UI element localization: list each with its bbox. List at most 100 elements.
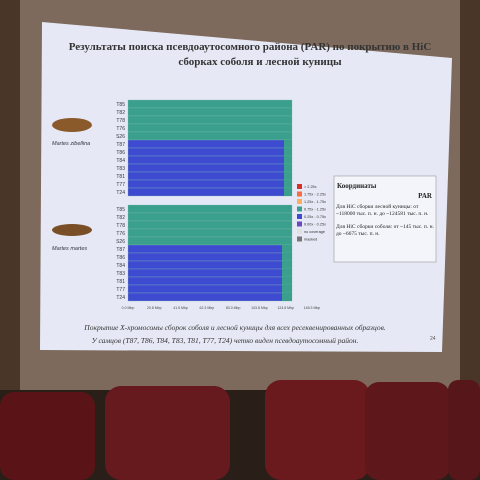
row-label: T82 bbox=[116, 215, 125, 221]
legend-label: masked bbox=[304, 238, 317, 242]
x-label: 145.3 Mbp bbox=[304, 306, 321, 310]
heat-row bbox=[127, 131, 293, 141]
legend-swatch bbox=[297, 229, 302, 234]
coords-box bbox=[333, 175, 437, 263]
x-label: 103.8 Mbp bbox=[251, 306, 268, 310]
par-region bbox=[284, 188, 292, 196]
heat-row bbox=[127, 179, 293, 189]
par-region bbox=[282, 277, 292, 285]
row-label: T76 bbox=[116, 126, 125, 132]
par-region bbox=[284, 172, 292, 180]
box-header: PAR bbox=[418, 192, 433, 200]
page-number: 24 bbox=[430, 336, 436, 342]
heatmap: T85 T82 T78 T76 S26 T87 T86 T84 T83 T81 T77 T24 T85 T… bbox=[116, 99, 326, 310]
heat-row bbox=[127, 99, 293, 109]
legend-label: 1.25x - 1.75x bbox=[304, 200, 326, 204]
par-region bbox=[284, 140, 292, 148]
x-label: 20.8 Mbp bbox=[147, 306, 162, 310]
heat-row bbox=[127, 284, 293, 294]
par-region bbox=[282, 285, 292, 293]
box-item: Для HiC сборки соболя: от ~145 тыс. п. н… bbox=[336, 224, 434, 238]
heat-row bbox=[127, 228, 293, 238]
heat-row bbox=[127, 212, 293, 222]
legend-swatch bbox=[297, 221, 302, 227]
chair bbox=[105, 386, 230, 480]
row-label: T86 bbox=[116, 150, 125, 156]
row-label: T87 bbox=[116, 247, 125, 253]
x-label: 62.3 Mbp bbox=[200, 306, 215, 310]
row-label: T24 bbox=[116, 295, 125, 301]
x-label: 124.5 Mbp bbox=[277, 306, 294, 310]
legend-swatch bbox=[297, 236, 302, 242]
box-item: Для HiC сборки лесной куницы: от ~118000… bbox=[336, 204, 429, 218]
heat-row bbox=[127, 220, 293, 230]
row-label: T86 bbox=[116, 255, 125, 261]
par-region bbox=[282, 245, 292, 253]
title: Результаты поиска псевдоаутосомного райо… bbox=[69, 41, 432, 53]
row-label: T81 bbox=[116, 279, 125, 285]
legend-swatch bbox=[297, 191, 302, 197]
heat-row bbox=[127, 260, 293, 270]
x-label: 0.0 Mbp bbox=[122, 306, 135, 310]
legend-swatch bbox=[297, 206, 302, 212]
row-label: T84 bbox=[116, 263, 125, 269]
row-label: T77 bbox=[116, 287, 125, 293]
heat-row bbox=[127, 171, 293, 181]
species-label: Martes martes bbox=[52, 246, 87, 252]
legend-label: 0.00x - 0.25x bbox=[304, 223, 326, 227]
heat-row bbox=[127, 204, 293, 214]
x-label: 83.0 Mbp bbox=[226, 306, 241, 310]
row-label: T85 bbox=[116, 207, 125, 213]
heat-row bbox=[127, 115, 293, 125]
box-body: Для HiC сборки лесной куницы: от ~118000… bbox=[336, 204, 434, 238]
legend-swatch bbox=[297, 214, 302, 219]
heat-row bbox=[127, 107, 293, 117]
heat-row bbox=[127, 268, 293, 278]
heat-row bbox=[127, 292, 293, 302]
heat-row bbox=[127, 163, 293, 173]
box-header: Координаты bbox=[337, 182, 377, 190]
row-label: T82 bbox=[116, 110, 125, 116]
row-label: T83 bbox=[116, 166, 125, 172]
caption: Покрытие X-хромосомы сборок соболя и лес… bbox=[83, 323, 386, 332]
chair bbox=[0, 392, 95, 480]
animal-icon bbox=[52, 224, 92, 236]
legend-label: 0.75x - 1.25x bbox=[304, 208, 326, 212]
heat-row bbox=[127, 187, 293, 197]
legend-label: no coverage bbox=[304, 230, 325, 234]
par-region bbox=[284, 164, 292, 172]
par-region bbox=[282, 269, 292, 277]
par-region bbox=[282, 293, 292, 301]
row-label: T77 bbox=[116, 182, 125, 188]
row-label: T78 bbox=[116, 118, 125, 124]
chair bbox=[448, 380, 480, 480]
title: сборках соболя и лесной куницы bbox=[178, 56, 342, 68]
heat-row bbox=[127, 155, 293, 165]
row-label: T81 bbox=[116, 174, 125, 180]
legend-label: 0.25x - 0.75x bbox=[304, 215, 326, 219]
par-region bbox=[282, 253, 292, 261]
par-region bbox=[282, 261, 292, 269]
row-label: T78 bbox=[116, 223, 125, 229]
animal-icon bbox=[52, 118, 92, 132]
par-region bbox=[284, 156, 292, 164]
row-label: S26 bbox=[116, 239, 125, 245]
caption: У самцов (T87, T86, T84, T83, T81, T77, … bbox=[92, 336, 359, 345]
row-label: T76 bbox=[116, 231, 125, 237]
heat-row bbox=[127, 236, 293, 246]
row-label: T24 bbox=[116, 190, 125, 196]
par-region bbox=[284, 180, 292, 188]
heat-row bbox=[127, 276, 293, 286]
heat-row bbox=[127, 252, 293, 262]
heat-row bbox=[127, 244, 293, 254]
x-label: 41.5 Mbp bbox=[173, 306, 188, 310]
heat-row bbox=[127, 123, 293, 133]
row-label: T87 bbox=[116, 142, 125, 148]
heat-row bbox=[127, 147, 293, 157]
chair bbox=[265, 380, 370, 480]
row-label: T85 bbox=[116, 102, 125, 108]
row-label: T83 bbox=[116, 271, 125, 277]
row-label: S26 bbox=[116, 134, 125, 140]
